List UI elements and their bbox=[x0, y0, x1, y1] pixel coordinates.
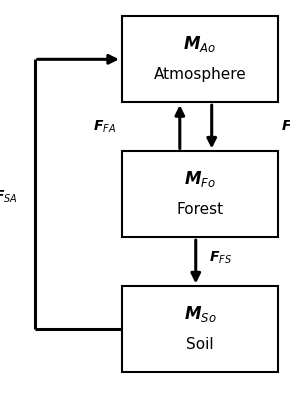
Text: Forest: Forest bbox=[177, 202, 224, 217]
Text: $\boldsymbol{M}$$_{\boldsymbol{\mathit{So}}}$: $\boldsymbol{M}$$_{\boldsymbol{\mathit{S… bbox=[184, 304, 216, 324]
Text: $\boldsymbol{F}$$_{\boldsymbol{\mathit{FA}}}$: $\boldsymbol{F}$$_{\boldsymbol{\mathit{F… bbox=[93, 119, 116, 135]
Text: Atmosphere: Atmosphere bbox=[154, 67, 246, 82]
Bar bbox=[122, 286, 278, 372]
Text: $\boldsymbol{M}$$_{\boldsymbol{\mathit{Fo}}}$: $\boldsymbol{M}$$_{\boldsymbol{\mathit{F… bbox=[184, 169, 216, 189]
Bar bbox=[122, 151, 278, 237]
Bar bbox=[122, 16, 278, 102]
Text: $\boldsymbol{F}$$_{\boldsymbol{\mathit{SA}}}$: $\boldsymbol{F}$$_{\boldsymbol{\mathit{S… bbox=[0, 188, 17, 204]
Text: $\boldsymbol{F}$$_{\boldsymbol{\mathit{FS}}}$: $\boldsymbol{F}$$_{\boldsymbol{\mathit{F… bbox=[209, 249, 232, 266]
Text: Soil: Soil bbox=[186, 337, 214, 352]
Text: $\boldsymbol{M}$$_{\boldsymbol{\mathit{Ao}}}$: $\boldsymbol{M}$$_{\boldsymbol{\mathit{A… bbox=[184, 34, 217, 54]
Text: $\boldsymbol{F}$$_{\boldsymbol{\mathit{AF}}}$: $\boldsymbol{F}$$_{\boldsymbol{\mathit{A… bbox=[281, 119, 290, 135]
